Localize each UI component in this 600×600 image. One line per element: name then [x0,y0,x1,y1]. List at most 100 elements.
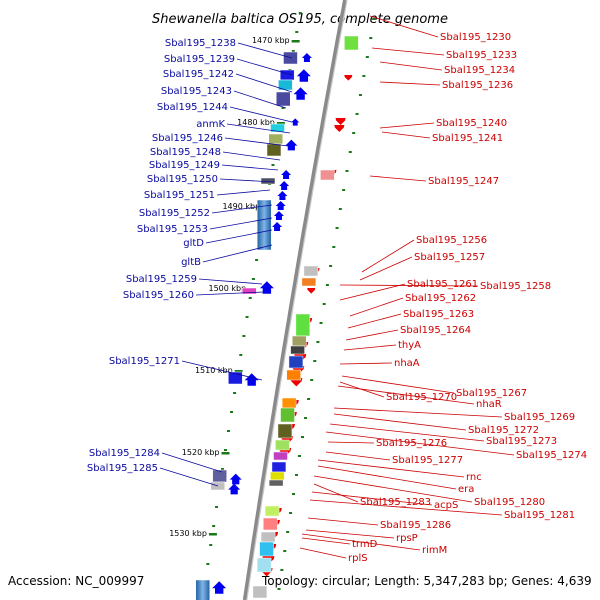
track-tick-left [212,525,216,527]
gene-block-reverse [273,451,288,461]
track-tick-right [304,417,308,419]
track-tick-left [281,107,285,109]
scale-label: 1530 kbp [169,529,207,538]
label-leader-line [216,189,271,196]
gene-block-reverse [264,505,280,517]
gene-label-reverse: Sbal195_1276 [376,438,447,449]
gene-label-reverse: Sbal195_1269 [504,412,575,423]
label-leader-line [224,137,289,147]
label-leader-line [379,61,443,71]
label-leader-line [299,547,347,559]
gene-label-reverse: rpsP [396,533,418,544]
gene-block-reverse [256,557,272,573]
gene-label-reverse: Sbal195_1247 [428,176,499,187]
label-leader-line [229,106,293,123]
gene-block-forward [270,123,285,133]
label-leader-line [226,123,291,134]
gene-block-reverse [286,369,301,381]
scale-label: 1490 kbp [222,202,260,211]
gene-label-reverse: era [458,484,474,495]
gene-label-reverse: Sbal195_1273 [486,436,557,447]
label-leader-line [233,90,287,109]
track-tick-left [220,468,224,470]
track-tick-left [245,316,249,318]
track-tick-left [298,12,302,14]
reverse-gene-arrow [307,288,316,294]
label-leader-line [339,362,393,365]
scale-label: 1480 kbp [237,118,275,127]
label-leader-line [181,360,263,381]
label-leader-line [221,164,279,171]
forward-gene-arrow [212,581,227,594]
forward-gene-arrow [228,483,241,495]
track-tick-right [277,588,281,590]
label-leader-line [333,407,503,418]
forward-gene-arrow [275,201,286,210]
gene-block-reverse [290,345,305,355]
track-tick-right [286,531,290,533]
label-leader-line [209,217,273,230]
gene-label-reverse: Sbal195_1240 [436,118,507,129]
track-tick-right [348,151,352,153]
track-tick-left [230,411,234,413]
track-tick-right [332,246,336,248]
track-tick-right [329,265,333,267]
gene-block-reverse [280,407,295,423]
gene-label-reverse: Sbal195_1261 [407,279,478,290]
gene-label-reverse: Sbal195_1274 [516,450,587,461]
track-tick-right [310,379,314,381]
gene-label-reverse: Sbal195_1272 [468,425,539,436]
gene-block-reverse [288,355,304,369]
gene-label-reverse: rplS [348,553,368,564]
track-tick-right [342,189,346,191]
gene-label-reverse: Sbal195_1267 [456,388,527,399]
label-leader-line [311,491,433,506]
track-tick-right [316,341,320,343]
gene-label-reverse: Sbal195_1270 [386,392,457,403]
gene-label-forward: Sbal195_1242 [163,69,234,80]
label-leader-line [195,291,265,296]
gene-label-reverse: Sbal195_1262 [405,293,476,304]
track-tick-right [352,132,356,134]
track-tick-right [289,512,293,514]
gene-block-forward [279,69,295,81]
label-leader-line [219,178,275,183]
track-tick-right [294,474,298,476]
track-tick-right [345,170,349,172]
track-tick-right [372,18,376,20]
gene-label-forward: Sbal195_1244 [157,102,228,113]
forward-gene-arrow [291,118,300,126]
gene-label-forward: Sbal195_1249 [149,160,220,171]
gene-label-forward: Sbal195_1246 [152,133,223,144]
reverse-gene-arrow [334,125,345,132]
gene-label-reverse: thyA [398,340,421,351]
gene-label-forward: Sbal195_1253 [137,224,208,235]
label-leader-line [381,131,431,139]
track-tick-left [251,278,255,280]
forward-gene-arrow [285,139,298,151]
gene-block-reverse [252,585,268,599]
scale-tick [291,40,300,43]
gene-label-forward: gltD [183,238,204,249]
gene-block-reverse [303,265,319,277]
label-leader-line [379,81,441,86]
gene-label-reverse: Sbal195_1258 [480,281,551,292]
track-tick-right [307,398,311,400]
gene-label-forward: Sbal195_1243 [161,86,232,97]
gene-label-reverse: Sbal195_1256 [416,235,487,246]
gene-block-reverse [291,335,307,347]
track-tick-right [297,455,301,457]
forward-gene-arrow [259,281,274,294]
forward-gene-arrow [244,373,259,386]
gene-block-reverse [344,35,359,51]
gene-block-reverse [259,541,274,557]
track-tick-right [319,322,323,324]
track-tick-left [239,354,243,356]
gene-label-reverse: Sbal195_1281 [504,510,575,521]
gene-block-forward [283,51,298,65]
gene-label-reverse: Sbal195_1257 [414,252,485,263]
track-tick-right [338,208,342,210]
gene-label-forward: Sbal195_1238 [165,38,236,49]
gene-block-reverse [277,423,293,439]
track-tick-right [335,227,339,229]
